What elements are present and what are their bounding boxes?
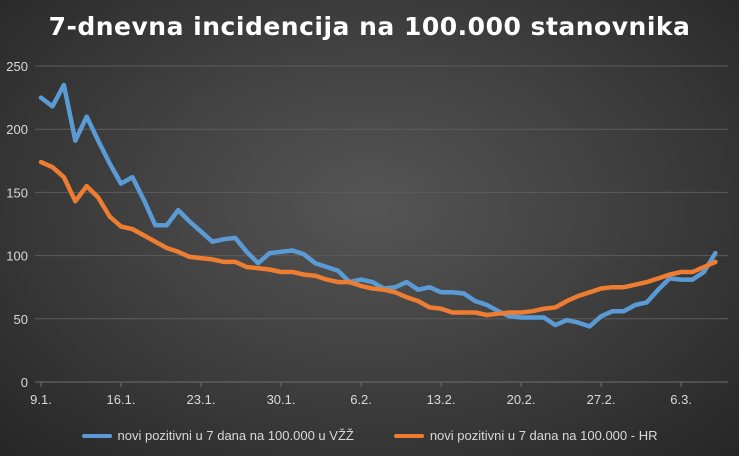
y-tick-label: 50: [14, 312, 28, 327]
legend-label-hr: novi pozitivni u 7 dana na 100.000 - HR: [429, 428, 658, 443]
legend-item-hr: novi pozitivni u 7 dana na 100.000 - HR: [393, 428, 658, 443]
x-tick-label: 16.1.: [107, 392, 136, 407]
legend-swatch-vzz: [81, 433, 112, 438]
x-tick-label: 30.1.: [267, 392, 296, 407]
x-tick-label: 9.1.: [30, 392, 52, 407]
x-tick-label: 27.2.: [587, 392, 616, 407]
y-tick-label: 200: [6, 122, 28, 137]
series-line-hr: [38, 159, 718, 318]
x-tick-label: 13.2.: [427, 392, 456, 407]
legend-item-vzz: novi pozitivni u 7 dana na 100.000 u VŽŽ: [81, 428, 354, 443]
x-tick-label: 6.2.: [350, 392, 372, 407]
x-tick-label: 6.3.: [670, 392, 692, 407]
chart-title: 7-dnevna incidencija na 100.000 stanovni…: [48, 12, 691, 41]
y-tick-label: 100: [6, 249, 28, 264]
legend-swatch-hr: [393, 433, 424, 438]
y-tick-label: 250: [6, 59, 28, 74]
legend-label-vzz: novi pozitivni u 7 dana na 100.000 u VŽŽ: [117, 428, 354, 443]
x-tick-label: 23.1.: [187, 392, 216, 407]
y-tick-label: 150: [6, 185, 28, 200]
series-line-vzz: [38, 82, 718, 329]
y-tick-label: 0: [21, 375, 28, 390]
x-tick-label: 20.2.: [507, 392, 536, 407]
legend: novi pozitivni u 7 dana na 100.000 u VŽŽ…: [0, 428, 739, 443]
